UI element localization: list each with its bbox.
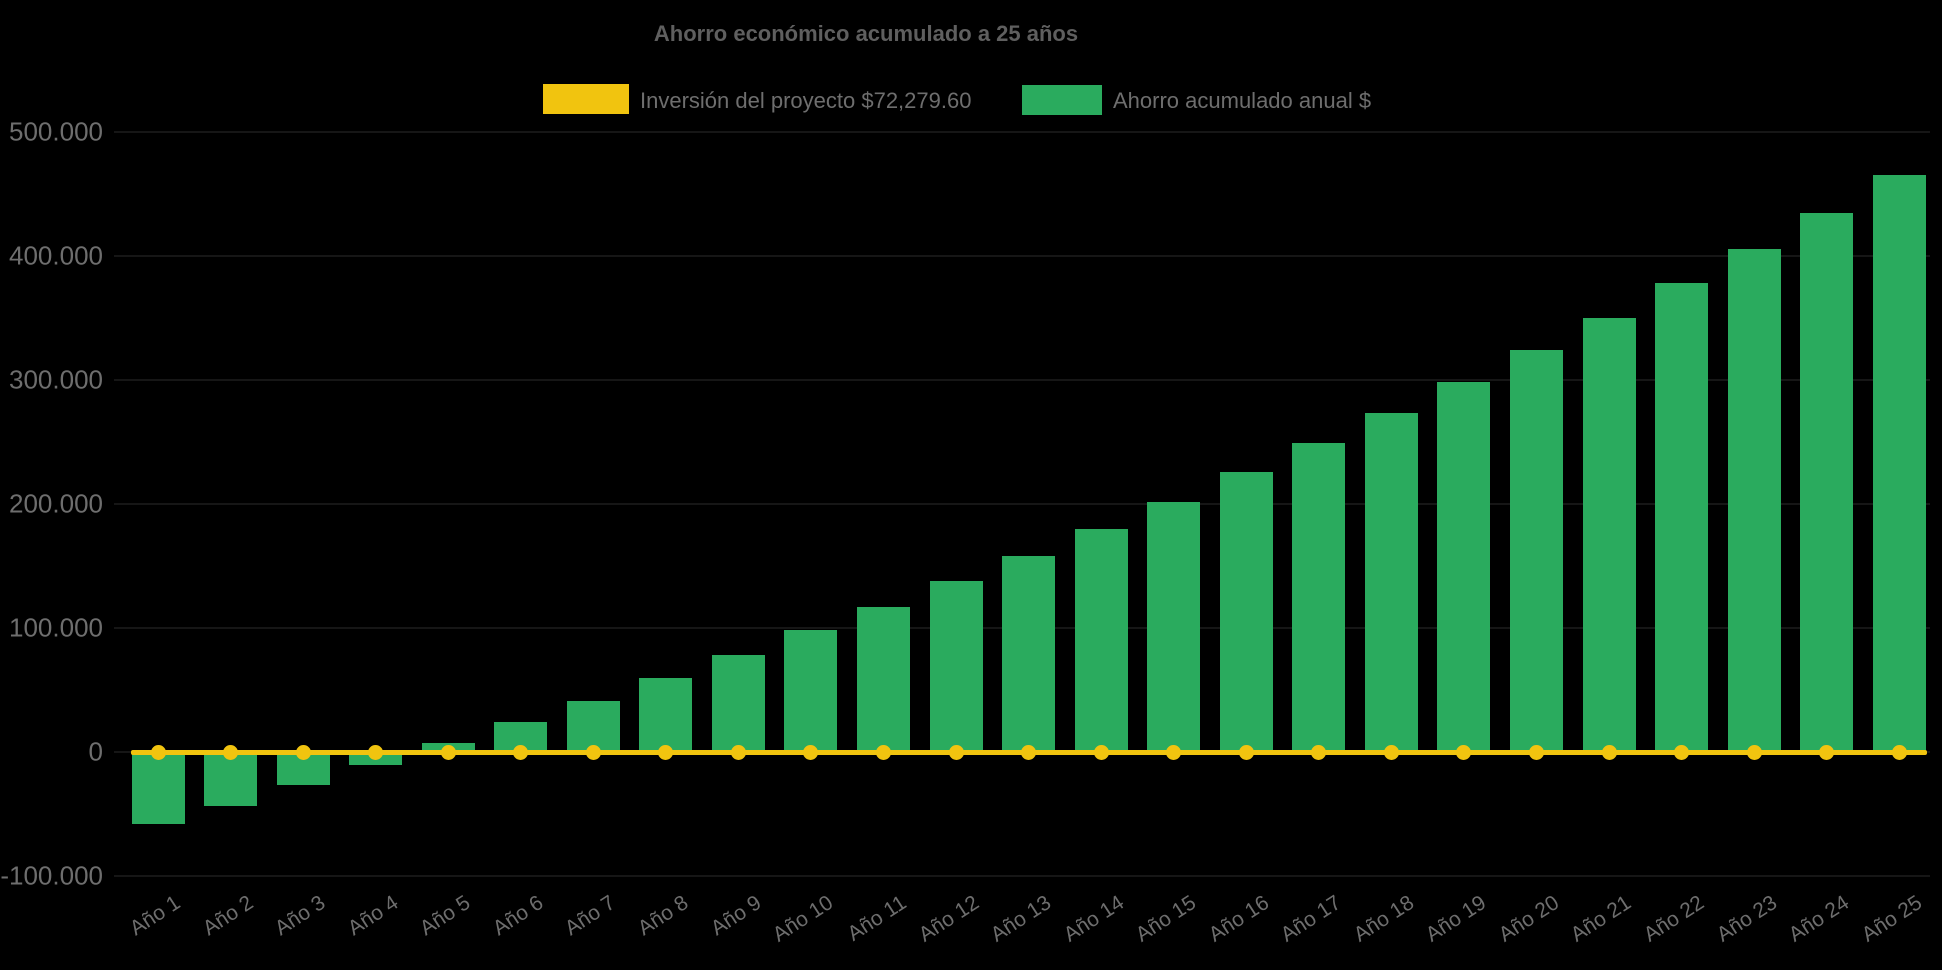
gridline-500.000 xyxy=(114,131,1930,133)
y-axis-tick-label: 400.000 xyxy=(9,240,103,271)
investment-point-año-13[interactable] xyxy=(1021,744,1037,760)
x-axis-label-año-7: Año 7 xyxy=(561,891,620,941)
investment-point-año-14[interactable] xyxy=(1093,744,1109,760)
bar-año-9[interactable] xyxy=(711,654,765,752)
bar-año-8[interactable] xyxy=(639,677,693,752)
investment-point-año-20[interactable] xyxy=(1528,744,1544,760)
y-axis-tick-label: 500.000 xyxy=(9,116,103,147)
x-axis-label-año-6: Año 6 xyxy=(488,891,548,941)
legend-swatch-investment-line[interactable] xyxy=(543,84,629,114)
y-axis-tick-label: 200.000 xyxy=(9,488,103,519)
investment-point-año-15[interactable] xyxy=(1166,744,1182,760)
investment-point-año-2[interactable] xyxy=(223,744,239,760)
investment-point-año-11[interactable] xyxy=(876,744,891,760)
x-axis-label-año-11: Año 11 xyxy=(842,891,911,946)
investment-point-año-12[interactable] xyxy=(948,744,964,760)
investment-point-año-3[interactable] xyxy=(295,744,311,760)
x-axis-label-año-16: Año 16 xyxy=(1204,891,1273,947)
x-axis-label-año-9: Año 9 xyxy=(706,891,765,941)
x-axis-label-año-22: Año 22 xyxy=(1639,891,1709,947)
x-axis-label-año-14: Año 14 xyxy=(1059,891,1128,947)
x-axis-label-año-12: Año 12 xyxy=(914,891,983,947)
y-axis-tick-label: -100.000 xyxy=(0,860,103,891)
investment-point-año-8[interactable] xyxy=(658,744,674,760)
bar-año-20[interactable] xyxy=(1509,350,1563,752)
bar-año-17[interactable] xyxy=(1292,443,1346,752)
bar-año-23[interactable] xyxy=(1727,248,1781,752)
x-axis-label-año-17: Año 17 xyxy=(1276,891,1346,947)
legend-label-savings[interactable]: Ahorro acumulado anual $ xyxy=(1113,88,1372,113)
gridline--100.000 xyxy=(114,875,1930,877)
x-axis-label-año-2: Año 2 xyxy=(198,891,258,941)
investment-point-año-4[interactable] xyxy=(368,744,384,760)
legend-swatch-savings-bar[interactable] xyxy=(1022,85,1102,115)
investment-point-año-6[interactable] xyxy=(513,744,529,760)
bar-año-2[interactable] xyxy=(204,753,258,807)
investment-point-año-19[interactable] xyxy=(1456,744,1472,760)
y-axis-tick-label: 0 xyxy=(88,736,103,767)
investment-point-año-18[interactable] xyxy=(1383,744,1399,760)
x-axis-label-año-23: Año 23 xyxy=(1712,891,1781,947)
legend-label-investment[interactable]: Inversión del proyecto $72,279.60 xyxy=(640,88,972,113)
investment-point-año-24[interactable] xyxy=(1819,744,1835,760)
bar-año-11[interactable] xyxy=(857,606,910,752)
x-axis-label-año-13: Año 13 xyxy=(986,891,1056,947)
investment-point-año-22[interactable] xyxy=(1674,744,1690,760)
investment-point-año-16[interactable] xyxy=(1238,744,1254,760)
gridline-300.000 xyxy=(114,379,1930,381)
x-axis-label-año-19: Año 19 xyxy=(1422,891,1491,947)
bar-año-21[interactable] xyxy=(1582,318,1636,752)
x-axis-label-año-1: Año 1 xyxy=(125,891,185,941)
bar-año-24[interactable] xyxy=(1800,212,1854,752)
x-axis-label-año-21: Año 21 xyxy=(1567,891,1636,947)
investment-point-año-17[interactable] xyxy=(1311,744,1327,760)
x-axis-label-año-3: Año 3 xyxy=(271,891,330,941)
gridline-200.000 xyxy=(114,503,1930,505)
x-axis-label-año-24: Año 24 xyxy=(1784,891,1854,947)
bar-año-22[interactable] xyxy=(1655,283,1709,752)
investment-point-año-5[interactable] xyxy=(440,744,456,760)
x-axis-label-año-18: Año 18 xyxy=(1349,891,1418,947)
bar-año-14[interactable] xyxy=(1074,528,1128,752)
investment-point-año-25[interactable] xyxy=(1891,744,1907,760)
bar-año-1[interactable] xyxy=(131,753,185,825)
investment-point-año-21[interactable] xyxy=(1601,744,1617,760)
bar-año-18[interactable] xyxy=(1364,413,1418,752)
y-axis-tick-label: 100.000 xyxy=(9,612,103,643)
x-axis-label-año-4: Año 4 xyxy=(343,891,403,941)
investment-point-año-10[interactable] xyxy=(803,744,819,760)
bar-año-19[interactable] xyxy=(1437,382,1491,752)
bar-año-25[interactable] xyxy=(1872,175,1926,752)
x-axis-label-año-15: Año 15 xyxy=(1131,891,1201,947)
y-axis-tick-label: 300.000 xyxy=(9,364,103,395)
bar-año-10[interactable] xyxy=(784,630,838,752)
x-axis-label-año-25: Año 25 xyxy=(1857,891,1926,947)
x-axis-label-año-8: Año 8 xyxy=(633,891,693,941)
investment-point-año-7[interactable] xyxy=(585,744,601,760)
investment-point-año-9[interactable] xyxy=(730,744,746,760)
investment-point-año-1[interactable] xyxy=(150,744,166,760)
bar-año-12[interactable] xyxy=(929,580,983,752)
x-axis-label-año-5: Año 5 xyxy=(416,891,475,941)
bar-año-7[interactable] xyxy=(566,701,620,752)
investment-point-año-23[interactable] xyxy=(1746,744,1762,760)
bar-año-13[interactable] xyxy=(1002,556,1056,752)
bar-año-15[interactable] xyxy=(1147,501,1201,752)
x-axis-label-año-10: Año 10 xyxy=(769,891,838,947)
chart-title: Ahorro económico acumulado a 25 años xyxy=(653,21,1079,46)
bar-año-16[interactable] xyxy=(1219,471,1273,752)
x-axis-label-año-20: Año 20 xyxy=(1494,891,1563,947)
gridline-400.000 xyxy=(114,255,1930,257)
